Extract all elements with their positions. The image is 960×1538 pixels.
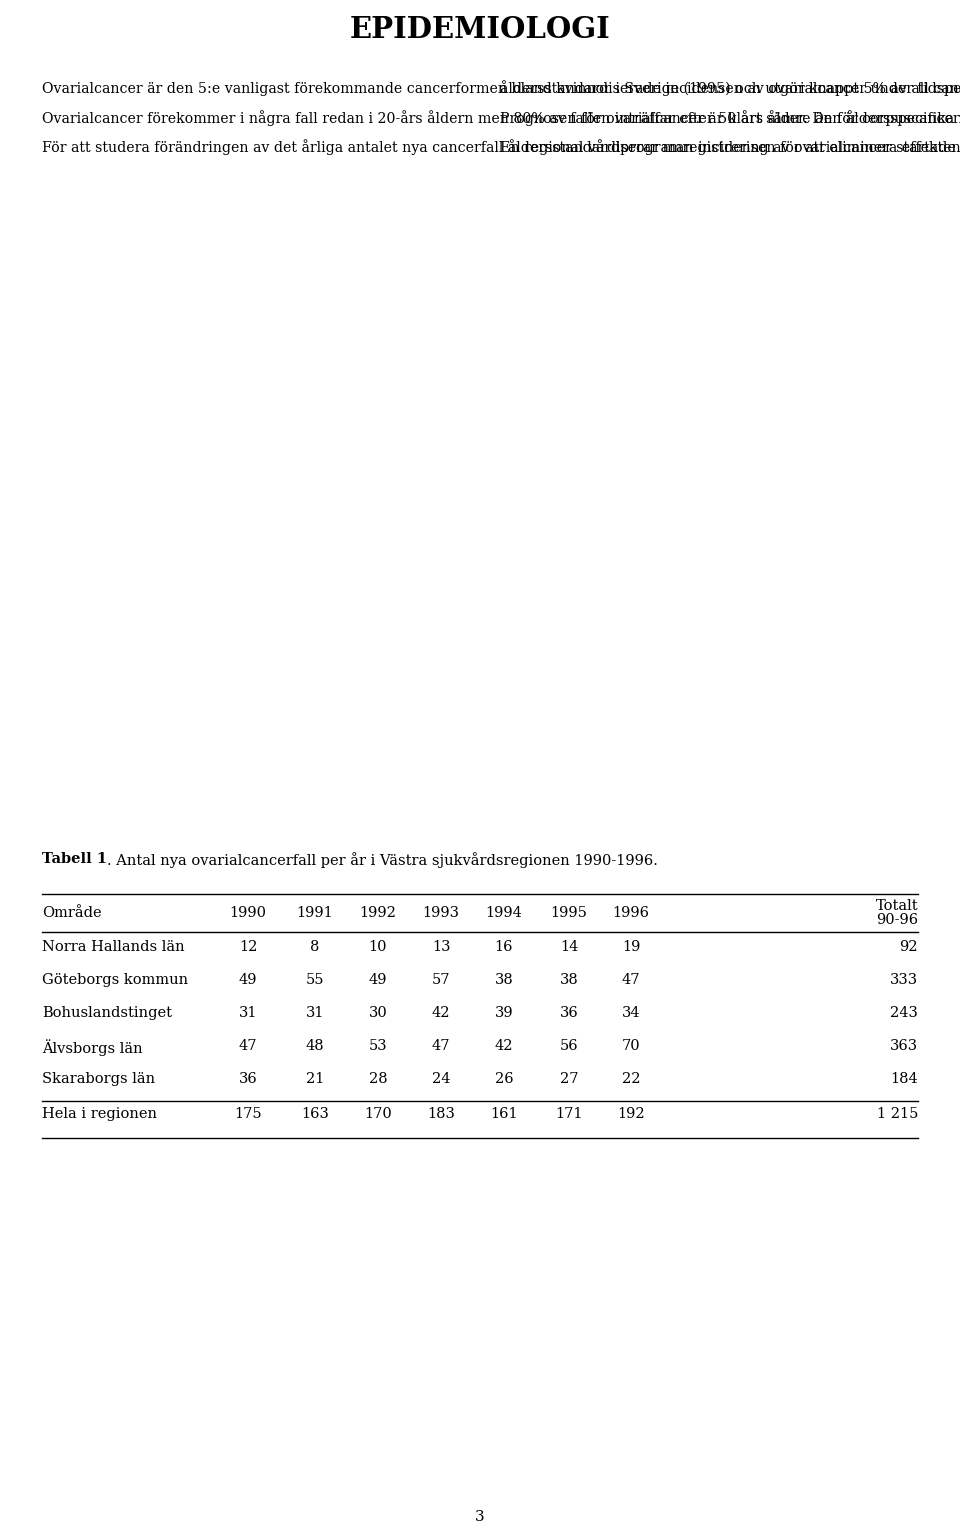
Text: Ovarialcancer är den 5:e vanligast förekommande cancerformen bland kvinnor i Sve: Ovarialcancer är den 5:e vanligast förek…: [42, 80, 960, 95]
Text: Ovarialcancer förekommer i några fall redan i 20-års åldern men 80% av fallen in: Ovarialcancer förekommer i några fall re…: [42, 109, 960, 126]
Text: 21: 21: [306, 1072, 324, 1086]
Text: 1996: 1996: [612, 906, 650, 920]
Text: För att studera förändringen av det årliga antalet nya cancerfall åldersstandard: För att studera förändringen av det årli…: [42, 140, 960, 155]
Text: En regional vårdprogramregistrering av ovarialcancer startade i regionen 1994. D: En regional vårdprogramregistrering av o…: [500, 140, 960, 155]
Text: 1994: 1994: [486, 906, 522, 920]
Text: 47: 47: [239, 1040, 257, 1054]
Text: 1992: 1992: [360, 906, 396, 920]
Text: . Antal nya ovarialcancerfall per år i Västra sjukvårdsregionen 1990-1996.: . Antal nya ovarialcancerfall per år i V…: [108, 852, 658, 867]
Text: 184: 184: [890, 1072, 918, 1086]
Text: 13: 13: [432, 940, 450, 954]
Text: 19: 19: [622, 940, 640, 954]
Text: 183: 183: [427, 1107, 455, 1121]
Text: 22: 22: [622, 1072, 640, 1086]
Text: 333: 333: [890, 974, 918, 987]
Text: 170: 170: [364, 1107, 392, 1121]
Text: 161: 161: [491, 1107, 517, 1121]
Text: Område: Område: [42, 906, 102, 920]
Text: 47: 47: [622, 974, 640, 987]
Text: 10: 10: [369, 940, 387, 954]
Text: 14: 14: [560, 940, 578, 954]
Text: 363: 363: [890, 1040, 918, 1054]
Text: 47: 47: [432, 1040, 450, 1054]
Text: 70: 70: [622, 1040, 640, 1054]
Text: Prognosen för ovarialcancer är klart sämre än för corpuscancer och cervixcancer.: Prognosen för ovarialcancer är klart säm…: [500, 109, 960, 126]
Text: 48: 48: [305, 1040, 324, 1054]
Text: 16: 16: [494, 940, 514, 954]
Text: Skaraborgs län: Skaraborgs län: [42, 1072, 156, 1086]
Text: 38: 38: [494, 974, 514, 987]
Text: 57: 57: [432, 974, 450, 987]
Text: 49: 49: [369, 974, 387, 987]
Text: 175: 175: [234, 1107, 262, 1121]
Text: 8: 8: [310, 940, 320, 954]
Text: 27: 27: [560, 1072, 578, 1086]
Text: 1995: 1995: [551, 906, 588, 920]
Text: 39: 39: [494, 1006, 514, 1020]
Text: 1990: 1990: [229, 906, 267, 920]
Text: 42: 42: [432, 1006, 450, 1020]
Text: 1991: 1991: [297, 906, 333, 920]
Text: 26: 26: [494, 1072, 514, 1086]
Text: 38: 38: [560, 974, 578, 987]
Text: 31: 31: [305, 1006, 324, 1020]
Text: Göteborgs kommun: Göteborgs kommun: [42, 974, 188, 987]
Text: 53: 53: [369, 1040, 387, 1054]
Text: 90-96: 90-96: [876, 914, 918, 927]
Text: 243: 243: [890, 1006, 918, 1020]
Text: 30: 30: [369, 1006, 388, 1020]
Text: åldersstandardiserade incidensen av ovarialcancer under tidsperioden 1970-1989 h: åldersstandardiserade incidensen av ovar…: [500, 80, 960, 95]
Text: 31: 31: [239, 1006, 257, 1020]
Text: Hela i regionen: Hela i regionen: [42, 1107, 157, 1121]
Text: 49: 49: [239, 974, 257, 987]
Text: Norra Hallands län: Norra Hallands län: [42, 940, 184, 954]
Text: 36: 36: [560, 1006, 578, 1020]
Text: 12: 12: [239, 940, 257, 954]
Text: 56: 56: [560, 1040, 578, 1054]
Text: Älvsborgs län: Älvsborgs län: [42, 1040, 143, 1057]
Text: 192: 192: [617, 1107, 645, 1121]
Text: 55: 55: [305, 974, 324, 987]
Text: Tabell 1: Tabell 1: [42, 852, 108, 866]
Text: 28: 28: [369, 1072, 387, 1086]
Text: 1 215: 1 215: [876, 1107, 918, 1121]
Text: 24: 24: [432, 1072, 450, 1086]
Text: EPIDEMIOLOGI: EPIDEMIOLOGI: [349, 15, 611, 45]
Text: 163: 163: [301, 1107, 329, 1121]
Text: 1993: 1993: [422, 906, 460, 920]
Text: 42: 42: [494, 1040, 514, 1054]
Text: 92: 92: [900, 940, 918, 954]
Text: 171: 171: [555, 1107, 583, 1121]
Text: Bohuslandstinget: Bohuslandstinget: [42, 1006, 172, 1020]
Text: Totalt: Totalt: [876, 900, 918, 914]
Text: 34: 34: [622, 1006, 640, 1020]
Text: 36: 36: [239, 1072, 257, 1086]
Text: 3: 3: [475, 1510, 485, 1524]
